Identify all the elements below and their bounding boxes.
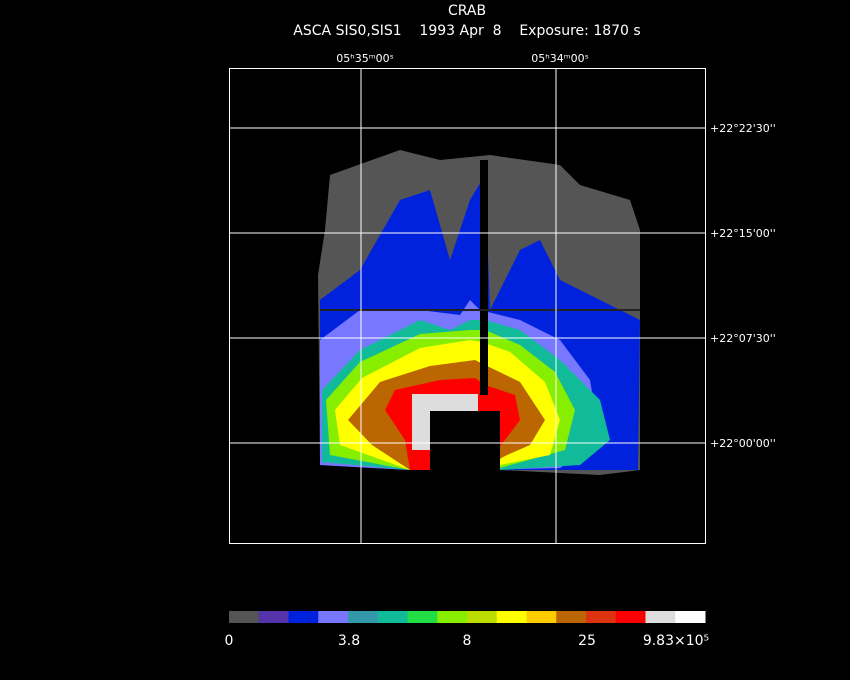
colorbar-label: 0 — [225, 633, 234, 649]
ra-label: 05ʰ34ᵐ00ˢ — [531, 52, 588, 65]
colorbar-segment — [496, 611, 527, 623]
colorbar-segment — [556, 611, 587, 623]
colorbar: 0 3.8 8 25 9.83×10⁵ — [225, 611, 709, 649]
subtitle: ASCA SIS0,SIS1 1993 Apr 8 Exposure: 1870… — [293, 23, 640, 39]
dec-label: +22°07'30'' — [710, 332, 776, 345]
colorbar-segment — [407, 611, 438, 623]
colorbar-segment — [348, 611, 379, 623]
colorbar-segment — [288, 611, 319, 623]
colorbar-segment — [377, 611, 408, 623]
dec-label: +22°15'00'' — [710, 227, 776, 240]
colorbar-segment — [675, 611, 706, 623]
ccd-gap — [430, 411, 500, 471]
intensity-image — [318, 150, 640, 475]
colorbar-segment — [258, 611, 289, 623]
region-peak — [412, 394, 478, 450]
dec-label: +22°00'00'' — [710, 437, 776, 450]
colorbar-label: 3.8 — [338, 633, 360, 649]
colorbar-segment — [437, 611, 468, 623]
ra-label: 05ʰ35ᵐ00ˢ — [336, 52, 393, 65]
colorbar-label: 25 — [578, 633, 596, 649]
ccd-gap — [480, 160, 488, 395]
colorbar-segment — [229, 611, 260, 623]
dec-label: +22°22'30'' — [710, 122, 776, 135]
plot-frame — [229, 68, 706, 544]
colorbar-label: 8 — [463, 633, 472, 649]
ccd-gap — [320, 309, 640, 311]
colorbar-segment — [645, 611, 676, 623]
colorbar-segment — [615, 611, 646, 623]
colorbar-segment — [318, 611, 349, 623]
colorbar-label: 9.83×10⁵ — [643, 633, 709, 649]
colorbar-segment — [586, 611, 617, 623]
title: CRAB — [448, 3, 486, 19]
colorbar-segment — [526, 611, 557, 623]
colorbar-segment — [467, 611, 498, 623]
